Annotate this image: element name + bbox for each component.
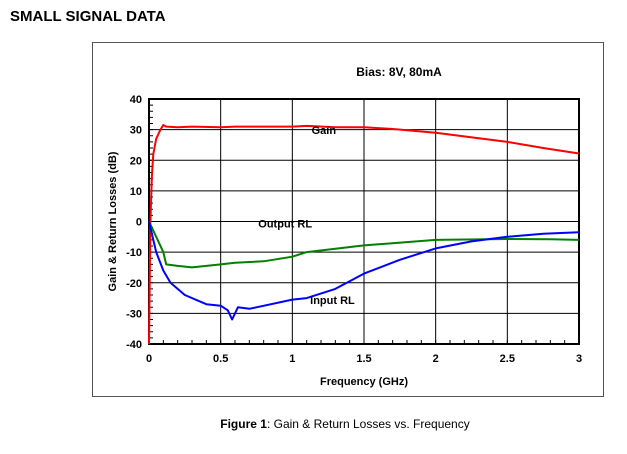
section-title: SMALL SIGNAL DATA — [10, 8, 166, 25]
x-tick-label: 2.5 — [500, 353, 515, 365]
series-annotation: Output RL — [258, 219, 312, 231]
y-tick-label: 30 — [130, 125, 142, 137]
y-tick-label: -40 — [126, 339, 142, 351]
series-annotation: Gain — [312, 125, 337, 137]
x-tick-label: 0.5 — [213, 353, 228, 365]
y-tick-label: 10 — [130, 186, 142, 198]
x-tick-label: 3 — [576, 353, 582, 365]
figure-caption: Figure 1: Gain & Return Losses vs. Frequ… — [0, 417, 627, 431]
series-annotation: Input RL — [310, 295, 355, 307]
caption-label: Figure 1 — [220, 417, 267, 431]
y-tick-label: 0 — [136, 217, 142, 229]
y-axis-label: Gain & Return Losses (dB) — [107, 151, 119, 291]
y-tick-label: -30 — [126, 308, 142, 320]
x-tick-label: 1 — [289, 353, 295, 365]
chart-frame — [92, 42, 604, 397]
chart-title: Bias: 8V, 80mA — [356, 65, 442, 79]
x-tick-label: 2 — [433, 353, 439, 365]
y-tick-label: -10 — [126, 247, 142, 259]
caption-text: : Gain & Return Losses vs. Frequency — [266, 417, 470, 431]
y-tick-label: -20 — [126, 278, 142, 290]
series-line-input-rl — [148, 221, 580, 321]
x-tick-label: 0 — [146, 353, 152, 365]
y-tick-label: 40 — [130, 94, 142, 106]
x-axis-label: Frequency (GHz) — [320, 376, 408, 388]
y-tick-label: 20 — [130, 155, 142, 167]
x-tick-label: 1.5 — [356, 353, 371, 365]
series-line-output-rl — [148, 221, 580, 269]
series-line-gain — [148, 124, 580, 345]
